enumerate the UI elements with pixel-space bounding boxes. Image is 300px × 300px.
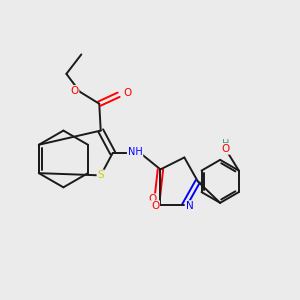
Text: O: O bbox=[123, 88, 131, 98]
Text: H: H bbox=[222, 139, 229, 149]
Text: S: S bbox=[98, 170, 104, 180]
Text: O: O bbox=[151, 201, 159, 211]
Text: O: O bbox=[221, 144, 230, 154]
Text: NH: NH bbox=[128, 147, 142, 158]
Text: O: O bbox=[70, 86, 79, 96]
Text: N: N bbox=[186, 201, 194, 211]
Text: O: O bbox=[148, 194, 156, 204]
